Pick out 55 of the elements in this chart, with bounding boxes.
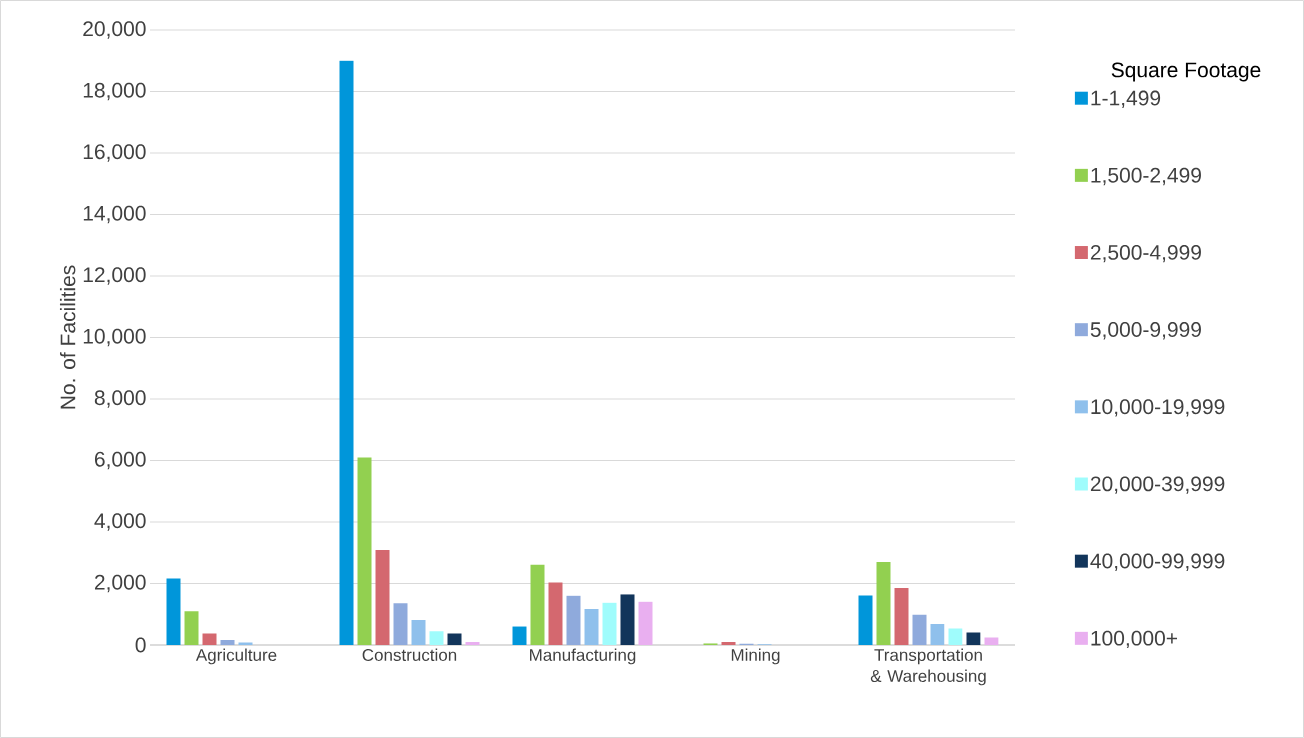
legend-label: 20,000-39,999 (1090, 476, 1225, 494)
y-tick-label: 20,000 (83, 21, 146, 39)
bar (966, 632, 981, 645)
y-tick-label: 0 (135, 637, 146, 653)
bar (184, 611, 199, 645)
legend-label: 40,000-99,999 (1090, 553, 1225, 571)
bar (638, 601, 653, 645)
y-tick-label: 10,000 (83, 328, 146, 347)
bar (566, 595, 581, 645)
legend-label: 10,000-19,999 (1091, 399, 1225, 417)
bar (202, 633, 217, 645)
bar (429, 631, 444, 645)
bar (620, 594, 635, 645)
legend-label: 2,500-4,999 (1090, 244, 1201, 263)
bar (393, 603, 408, 645)
y-tick-label: 12,000 (83, 267, 146, 285)
y-axis-title: No. of Facilities (59, 265, 76, 409)
legend-label: 1-1,499 (1091, 90, 1161, 108)
bar (548, 582, 563, 645)
y-tick-label: 6,000 (94, 451, 146, 470)
bar (858, 595, 873, 645)
bar (721, 641, 736, 645)
legend-label: 100,000+ (1091, 630, 1178, 649)
y-tick-label: 2,000 (94, 574, 146, 593)
bar (166, 578, 181, 645)
y-tick-label: 8,000 (94, 390, 146, 408)
bar (912, 614, 927, 645)
y-tick-label: 18,000 (83, 82, 146, 101)
bar (894, 588, 909, 645)
bar (465, 641, 480, 645)
legend-title: Square Footage (1111, 62, 1261, 82)
x-tick-label: Transportation & Warehousing (870, 648, 986, 686)
bar (584, 609, 599, 645)
x-tick-label: Agriculture (195, 648, 277, 665)
y-tick-label: 14,000 (83, 205, 146, 224)
bar (339, 60, 354, 645)
bar (220, 640, 235, 645)
bar (530, 564, 545, 645)
bar (512, 626, 527, 645)
bar (411, 620, 426, 645)
bar (876, 561, 891, 645)
bar (930, 624, 945, 645)
x-tick-label: Manufacturing (530, 648, 636, 665)
bar (357, 457, 372, 645)
x-tick-label: Construction (362, 648, 457, 662)
y-tick-label: 16,000 (83, 144, 146, 162)
bar (948, 628, 963, 645)
bar (602, 602, 617, 645)
bar (984, 637, 999, 645)
y-tick-label: 4,000 (94, 513, 146, 531)
legend-label: 1,500-2,499 (1091, 167, 1201, 186)
bar (447, 633, 462, 645)
bar (375, 549, 390, 645)
legend-label: 5,000-9,999 (1090, 322, 1201, 340)
x-tick-label: Mining (731, 648, 780, 665)
